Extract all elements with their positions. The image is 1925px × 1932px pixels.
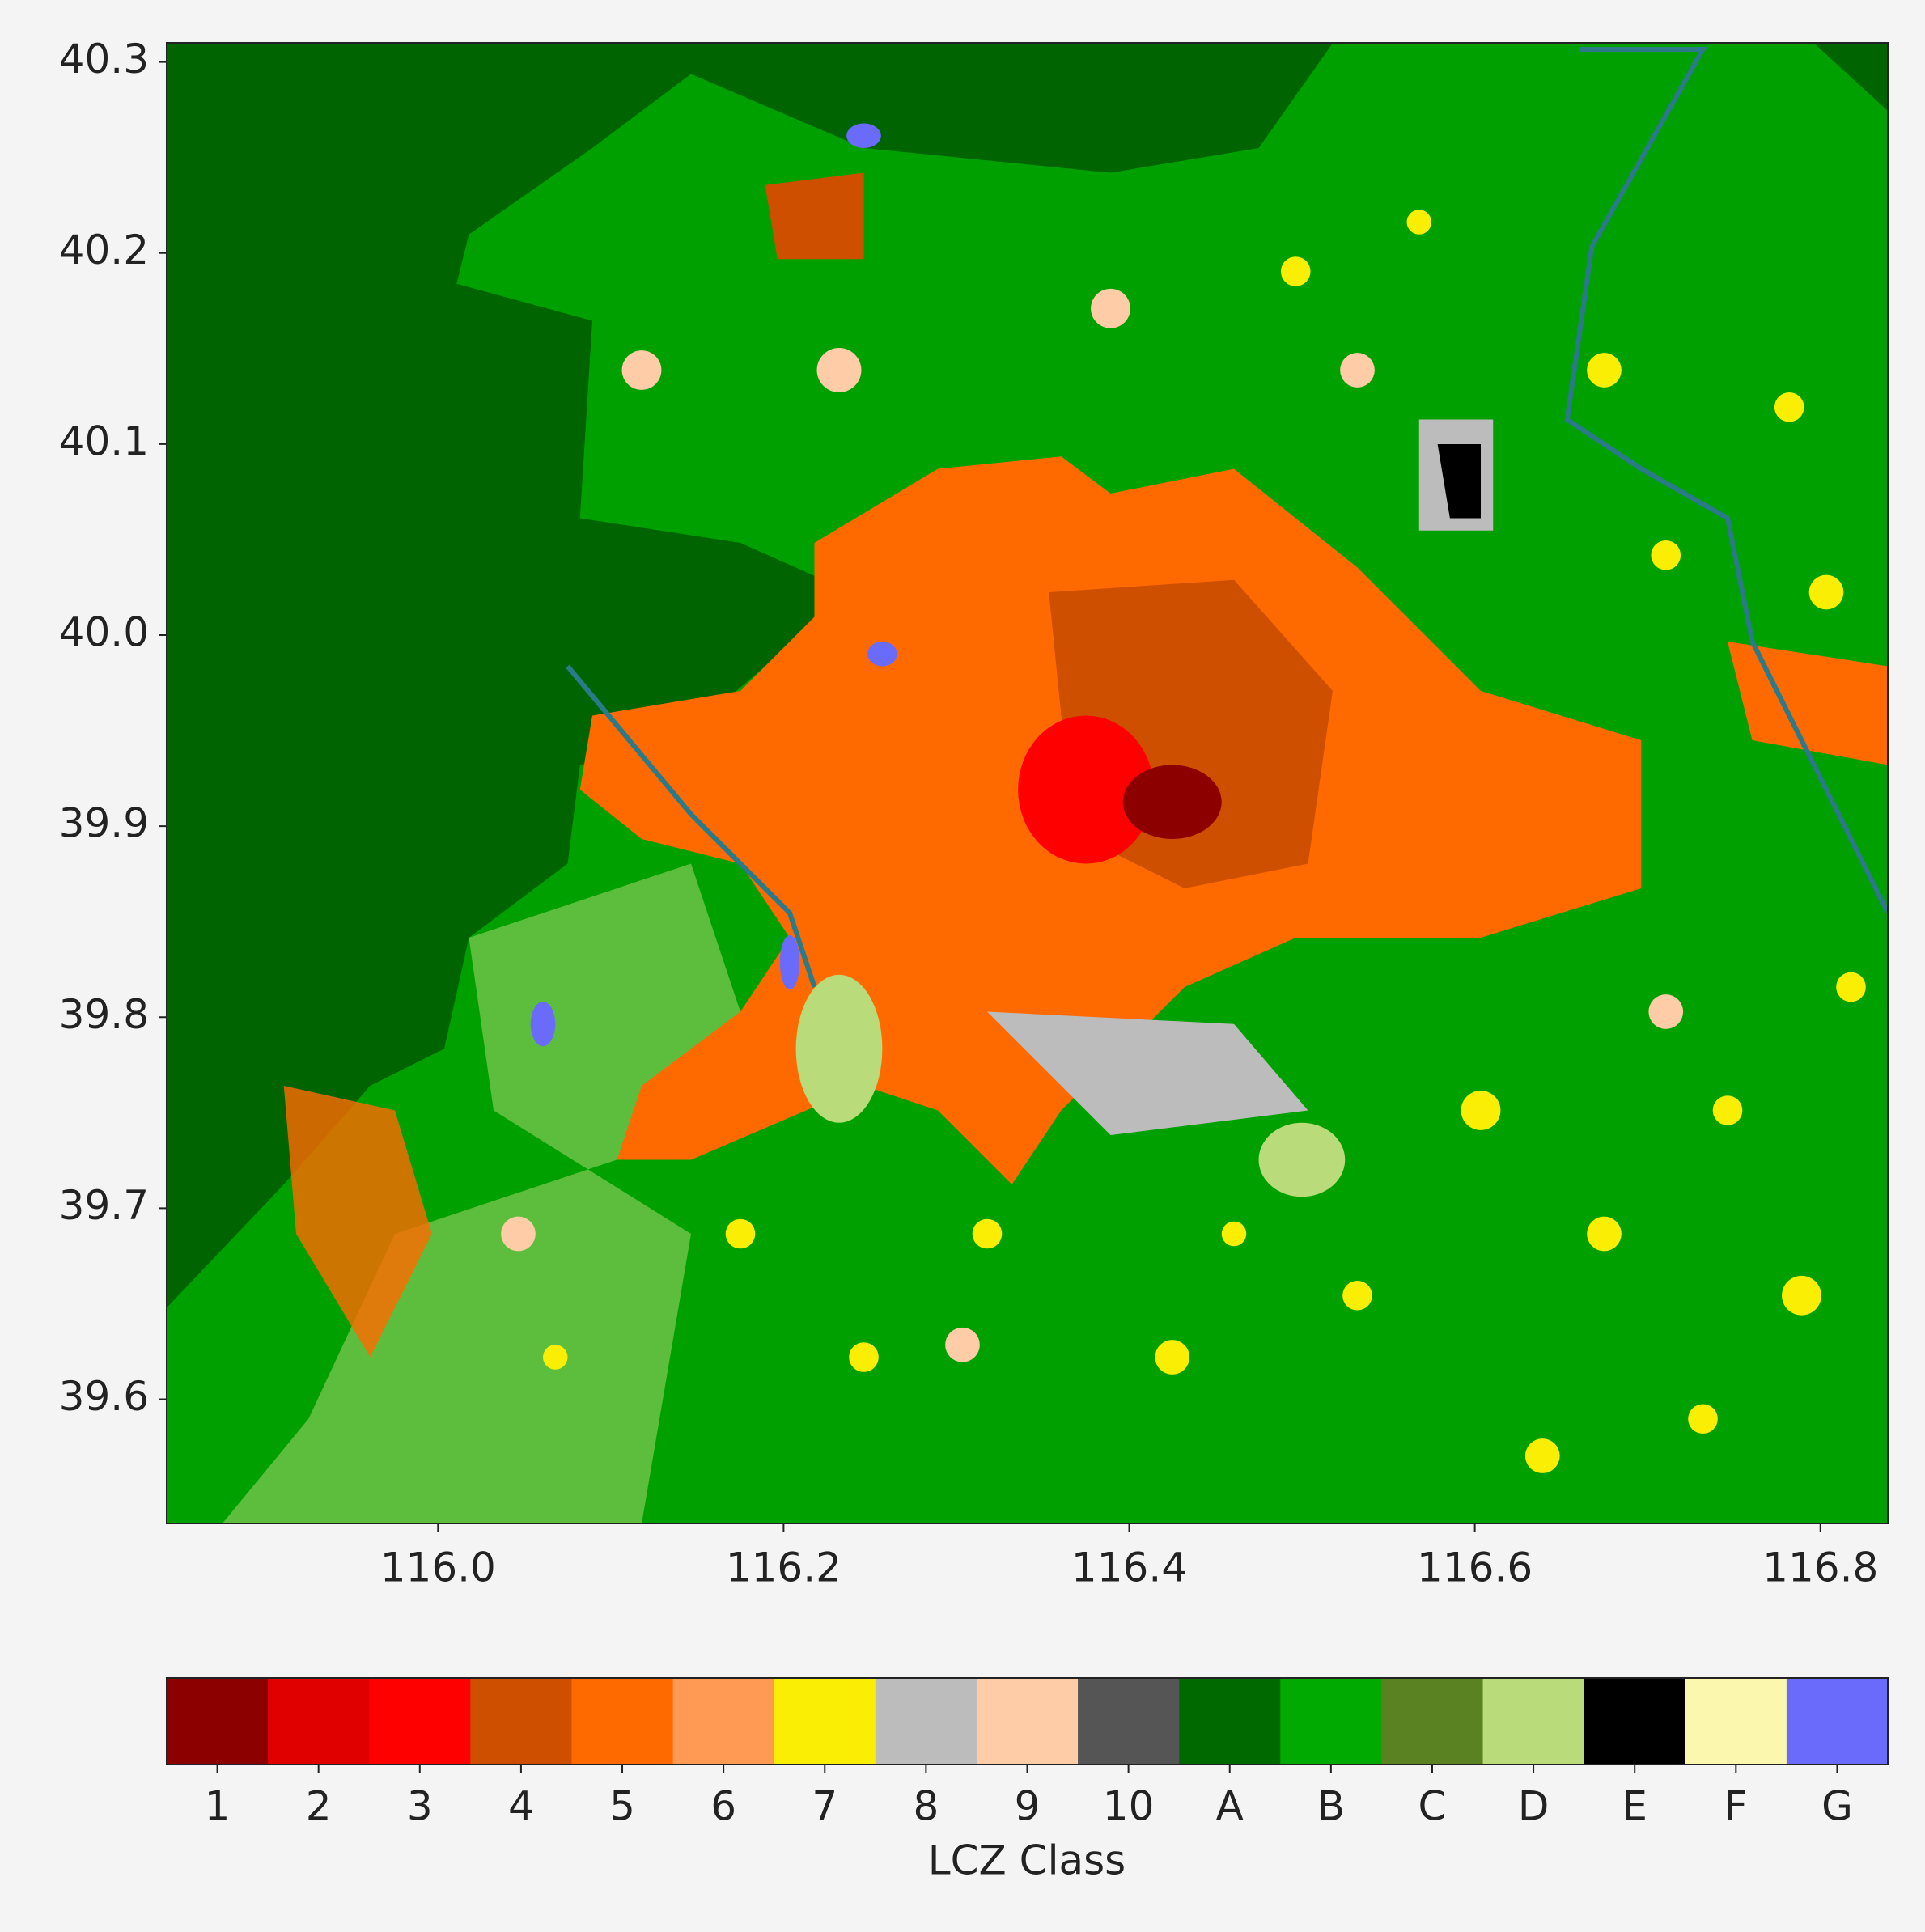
y-tick-label: 40.2 <box>59 227 149 273</box>
map-patch <box>1437 444 1481 519</box>
y-tick-label: 40.1 <box>59 417 149 464</box>
map-urban <box>283 1086 432 1358</box>
colorbar-tick-label: 8 <box>913 1783 939 1830</box>
colorbar-tick-label: C <box>1418 1783 1447 1830</box>
colorbar-swatch <box>1078 1678 1180 1765</box>
map-river <box>566 664 817 988</box>
colorbar-tick-label: 5 <box>609 1783 635 1830</box>
colorbar-frame <box>166 1677 1889 1765</box>
colorbar-label: LCZ Class <box>928 1837 1126 1884</box>
colorbar-tick-label: 10 <box>1103 1783 1155 1830</box>
map-patch <box>1258 1122 1346 1197</box>
colorbar-swatch <box>268 1678 370 1765</box>
map-fields <box>543 210 1866 1473</box>
map-urban <box>765 172 864 260</box>
colorbar-tick-label: 2 <box>306 1783 332 1830</box>
x-tick-label: 116.4 <box>1071 1544 1187 1591</box>
map-core <box>1122 765 1222 839</box>
map-patch <box>222 863 740 1523</box>
y-tick-label: 39.8 <box>59 991 149 1038</box>
map-water <box>530 1002 556 1047</box>
x-tick-label: 116.0 <box>380 1544 496 1591</box>
y-tick-label: 39.6 <box>59 1373 149 1420</box>
map-raster <box>167 43 1888 1523</box>
map-forest <box>167 43 1333 1308</box>
colorbar-tick-label: D <box>1518 1783 1550 1830</box>
axes: 116.0 116.2 116.4 116.6 116.8 39.6 39.7 39.8 39.… <box>59 36 1879 1591</box>
colorbar-tick-label: 9 <box>1015 1783 1041 1830</box>
colorbar-tick-label: G <box>1821 1783 1853 1830</box>
colorbar-tick-label: A <box>1216 1783 1244 1830</box>
map-water <box>846 123 881 148</box>
map-patch <box>795 974 883 1123</box>
colorbar-swatch <box>1280 1678 1382 1765</box>
colorbar-swatch <box>1584 1678 1686 1765</box>
colorbar-swatch <box>167 1678 269 1765</box>
colorbar-tick-label: 4 <box>508 1783 534 1830</box>
x-tick-label: 116.2 <box>726 1544 842 1591</box>
colorbar-swatch <box>571 1678 674 1765</box>
x-tick-label: 116.6 <box>1417 1544 1533 1591</box>
colorbar-swatch <box>1381 1678 1484 1765</box>
map-water <box>779 934 800 990</box>
colorbar-swatch <box>1786 1678 1889 1765</box>
y-tick-label: 39.9 <box>59 800 149 847</box>
colorbar-swatch <box>875 1678 977 1765</box>
colorbar-swatch <box>1482 1678 1585 1765</box>
map-water <box>867 642 897 667</box>
map-patch <box>987 1011 1308 1135</box>
colorbar-tick-label: 1 <box>205 1783 231 1830</box>
map-forest <box>1813 43 1888 112</box>
y-tick-label: 40.0 <box>59 609 149 656</box>
colorbar-tick-label: B <box>1317 1783 1345 1830</box>
colorbar-tick-label: 6 <box>710 1783 736 1830</box>
y-tick-label: 40.3 <box>59 36 149 83</box>
x-tick-label: 116.8 <box>1762 1544 1878 1591</box>
colorbar-tick-label: 7 <box>812 1783 837 1830</box>
colorbar-swatch <box>1179 1678 1281 1765</box>
colorbar-swatch <box>1685 1678 1787 1765</box>
colorbar-swatch <box>470 1678 572 1765</box>
colorbar-tick-label: 3 <box>407 1783 433 1830</box>
colorbar-swatch <box>976 1678 1079 1765</box>
colorbar-swatch <box>672 1678 775 1765</box>
colorbar-tick-label: F <box>1724 1783 1748 1830</box>
map-fields <box>501 288 1684 1362</box>
map-river <box>1564 46 1888 914</box>
colorbar-tick-label: E <box>1622 1783 1647 1830</box>
colorbar-swatch <box>774 1678 876 1765</box>
map-core <box>1018 715 1154 864</box>
colorbar: 1 2 3 4 5 6 7 8 9 10 A B C D E F G <box>166 1677 1889 1830</box>
colorbar-swatch <box>369 1678 471 1765</box>
plot-frame <box>166 42 1889 1524</box>
y-tick-label: 39.7 <box>59 1182 149 1229</box>
